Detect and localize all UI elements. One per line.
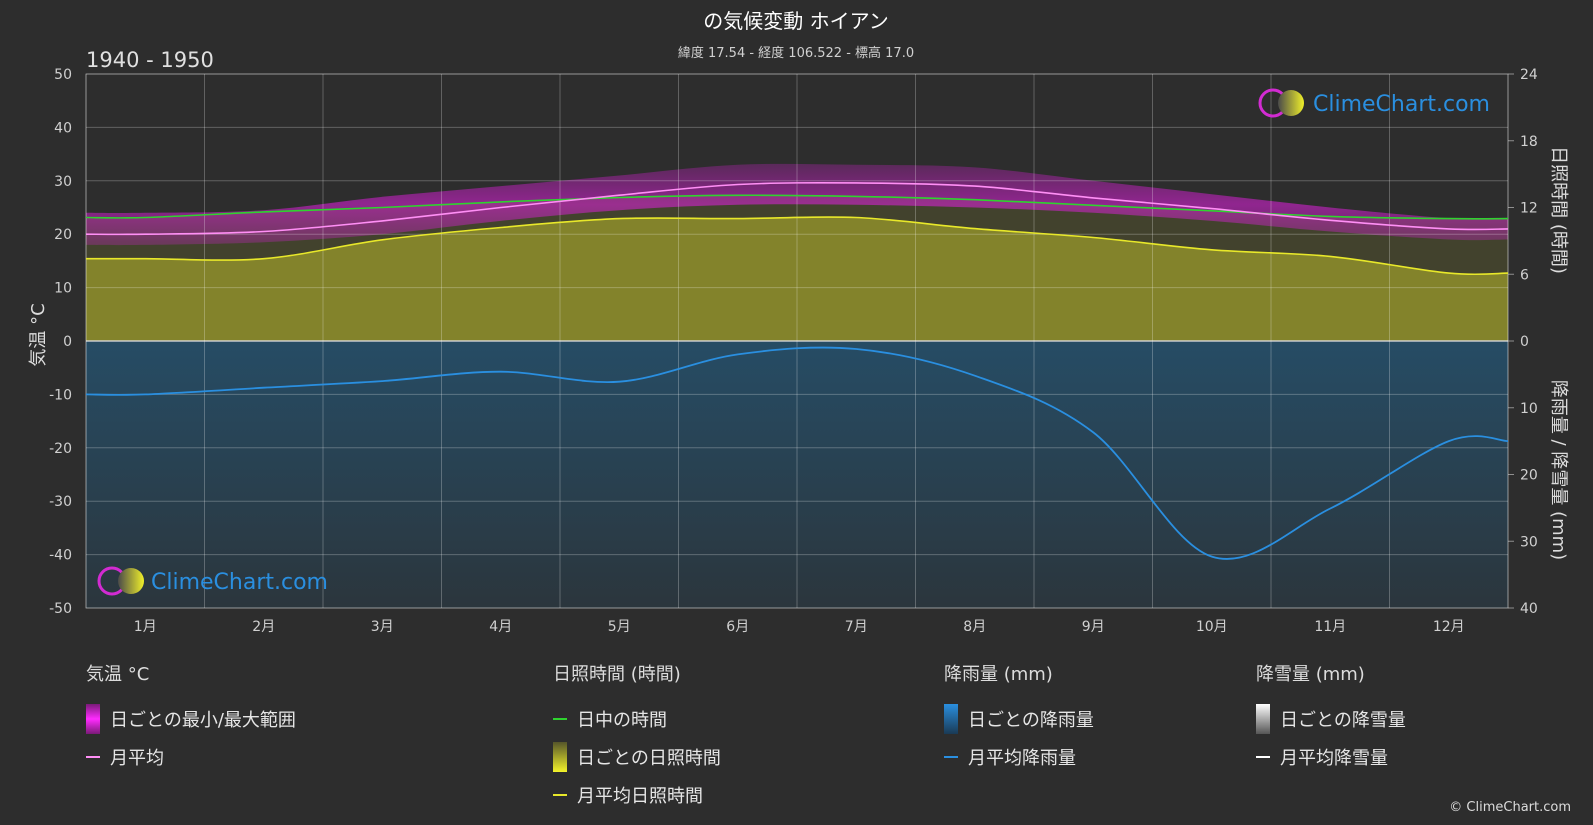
copyright: © ClimeChart.com	[1449, 800, 1571, 815]
legend-sunshine: 日照時間 (時間) 日中の時間 日ごとの日照時間 月平均日照時間	[553, 660, 721, 814]
right-top-tick-label: 24	[1520, 67, 1538, 83]
snow-swatch-icon	[1256, 704, 1270, 734]
legend-temperature: 気温 °C 日ごとの最小/最大範囲 月平均	[86, 660, 296, 776]
left-tick-label: -50	[49, 601, 72, 617]
legend-temp-range-label: 日ごとの最小/最大範囲	[110, 710, 296, 731]
legend-temp-avg: 月平均	[86, 738, 296, 776]
sun-avg-swatch-icon	[553, 794, 567, 796]
legend-sun-daily: 日ごとの日照時間	[553, 738, 721, 776]
temp-range-swatch-icon	[86, 704, 100, 734]
rain-area	[86, 341, 1508, 608]
legend-snow-avg-label: 月平均降雪量	[1280, 748, 1388, 769]
left-axis-label: 気温 °C	[28, 303, 49, 366]
legend-daylight: 日中の時間	[553, 700, 721, 738]
x-tick-label: 5月	[608, 619, 631, 635]
left-tick-label: 0	[63, 334, 72, 350]
right-axis-bottom-label: 降雨量 / 降雪量 (mm)	[1548, 380, 1569, 560]
chart-subtitle: 緯度 17.54 - 経度 106.522 - 標高 17.0	[678, 45, 914, 61]
x-tick-label: 12月	[1433, 619, 1465, 635]
legend-rain-title: 降雨量 (mm)	[944, 664, 1053, 685]
legend-rain-daily-label: 日ごとの降雨量	[968, 710, 1094, 731]
temp-range-band	[86, 163, 1508, 246]
x-tick-label: 1月	[134, 619, 157, 635]
watermark-logo-bottom: ClimeChart.com	[97, 566, 328, 596]
legend-sun-avg: 月平均日照時間	[553, 776, 721, 814]
right-top-tick-label: 6	[1520, 267, 1529, 283]
legend-rain-daily: 日ごとの降雨量	[944, 700, 1094, 738]
legend-temp-title: 気温 °C	[86, 664, 150, 685]
legend-daylight-label: 日中の時間	[577, 710, 667, 731]
x-tick-label: 11月	[1314, 619, 1346, 635]
x-tick-label: 3月	[371, 619, 394, 635]
legend-snow-daily: 日ごとの降雪量	[1256, 700, 1406, 738]
temp-avg-swatch-icon	[86, 756, 100, 758]
legend-rain-avg: 月平均降雨量	[944, 738, 1094, 776]
legend-sun-title: 日照時間 (時間)	[553, 664, 681, 685]
right-bottom-tick-label: 30	[1520, 534, 1538, 550]
series-line-sunshine-avg	[86, 216, 1509, 276]
left-tick-label: -20	[49, 441, 72, 457]
right-top-tick-label: 18	[1520, 134, 1538, 150]
right-bottom-tick-label: 40	[1520, 601, 1538, 617]
sunshine-area	[86, 216, 1508, 341]
watermark-text-bottom: ClimeChart.com	[151, 570, 328, 595]
legend-snow: 降雪量 (mm) 日ごとの降雪量 月平均降雪量	[1256, 660, 1406, 776]
legend-temp-range: 日ごとの最小/最大範囲	[86, 700, 296, 738]
x-tick-label: 4月	[489, 619, 512, 635]
left-tick-label: 10	[54, 281, 72, 297]
right-bottom-tick-label: 10	[1520, 401, 1538, 417]
left-tick-label: 30	[54, 174, 72, 190]
x-tick-label: 10月	[1196, 619, 1228, 635]
series-line-temp-avg	[85, 181, 1509, 236]
logo-sun-icon	[118, 568, 144, 594]
legend-snow-daily-label: 日ごとの降雪量	[1280, 710, 1406, 731]
rain-avg-swatch-icon	[944, 756, 958, 758]
legend-rain-avg-label: 月平均降雨量	[968, 748, 1076, 769]
snow-avg-swatch-icon	[1256, 756, 1270, 758]
right-top-tick-label: 12	[1520, 201, 1538, 217]
x-tick-label: 6月	[726, 619, 749, 635]
period-label: 1940 - 1950	[86, 48, 214, 72]
legend-sun-avg-label: 月平均日照時間	[577, 786, 703, 807]
x-tick-label: 9月	[1082, 619, 1105, 635]
logo-sun-icon	[1278, 90, 1304, 116]
right-bottom-tick-label: 20	[1520, 468, 1538, 484]
climate-chart: の気候変動 ホイアン 緯度 17.54 - 経度 106.522 - 標高 17…	[28, 9, 1569, 635]
rain-swatch-icon	[944, 704, 958, 734]
chart-title: の気候変動 ホイアン	[703, 9, 889, 33]
right-axis-top-label: 日照時間 (時間)	[1548, 146, 1569, 274]
left-tick-label: 40	[54, 120, 72, 136]
legend-temp-avg-label: 月平均	[110, 748, 164, 769]
legend-sun-daily-label: 日ごとの日照時間	[577, 748, 721, 769]
left-tick-label: -10	[49, 387, 72, 403]
left-tick-label: 20	[54, 227, 72, 243]
left-tick-label: 50	[54, 67, 72, 83]
left-tick-label: -30	[49, 494, 72, 510]
x-tick-label: 7月	[845, 619, 868, 635]
grid	[85, 73, 1509, 609]
legend-snow-avg: 月平均降雪量	[1256, 738, 1406, 776]
watermark-text-top: ClimeChart.com	[1313, 92, 1490, 117]
legend-snow-title: 降雪量 (mm)	[1256, 664, 1365, 685]
right-top-tick-label: 0	[1520, 334, 1529, 350]
legend-rain: 降雨量 (mm) 日ごとの降雨量 月平均降雨量	[944, 660, 1094, 776]
sunshine-swatch-icon	[553, 742, 567, 772]
series-line-rain-avg	[85, 346, 1509, 560]
watermark-logo-top: ClimeChart.com	[1258, 88, 1490, 118]
x-tick-label: 8月	[963, 619, 986, 635]
x-tick-label: 2月	[252, 619, 275, 635]
daylight-swatch-icon	[553, 718, 567, 720]
series-line-daylight	[85, 194, 1509, 220]
left-tick-label: -40	[49, 548, 72, 564]
